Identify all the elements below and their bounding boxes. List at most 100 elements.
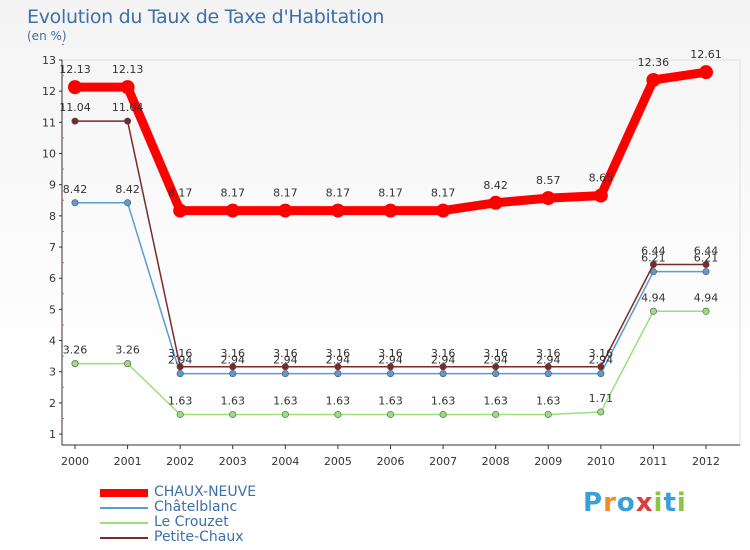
- y-tick-label: 9: [49, 179, 56, 192]
- y-tick-label: 3: [49, 366, 56, 379]
- data-point: [281, 363, 289, 371]
- data-point: [649, 261, 657, 269]
- data-point: [176, 410, 184, 418]
- data-label: 3.16: [536, 347, 561, 360]
- data-label: 6.21: [694, 252, 719, 265]
- data-point: [702, 307, 710, 315]
- data-label: 3.16: [589, 347, 614, 360]
- data-label: 2.94: [168, 354, 193, 367]
- x-tick-label: 2012: [692, 455, 720, 468]
- data-label: 2.94: [431, 354, 456, 367]
- data-point: [597, 363, 605, 371]
- data-label: 1.71: [589, 392, 614, 405]
- data-point: [68, 80, 82, 95]
- data-point: [176, 363, 184, 371]
- y-tick-label: 6: [49, 272, 56, 285]
- data-point: [439, 363, 447, 371]
- x-tick-label: 2008: [482, 455, 510, 468]
- data-point: [649, 307, 657, 315]
- chart-legend: CHAUX-NEUVE Châtelblanc Le Crouzet Petite-C…: [100, 485, 256, 545]
- data-label: 12.36: [638, 56, 670, 69]
- legend-item: Châtelblanc: [100, 500, 256, 515]
- data-label: 2.94: [326, 354, 351, 367]
- series-line: [75, 120, 706, 368]
- data-point: [71, 360, 79, 368]
- data-label: 1.63: [431, 394, 456, 407]
- data-point: [699, 65, 713, 80]
- logo-letter: x: [635, 488, 654, 518]
- data-point: [334, 370, 342, 378]
- data-point: [702, 261, 710, 269]
- data-point: [436, 203, 451, 218]
- data-label: 3.26: [63, 344, 88, 357]
- data-point: [383, 203, 398, 218]
- x-tick-label: 2003: [219, 455, 247, 468]
- data-label: 3.16: [168, 347, 193, 360]
- data-label: 6.21: [641, 252, 666, 265]
- x-tick-label: 2005: [324, 455, 352, 468]
- data-point: [439, 410, 447, 418]
- data-label: 2.94: [378, 354, 403, 367]
- data-point: [278, 203, 293, 218]
- legend-swatch: [100, 521, 148, 524]
- x-tick-label: 2001: [114, 455, 142, 468]
- data-label: 3.16: [483, 347, 508, 360]
- logo-letter: r: [603, 488, 617, 518]
- data-label: 8.42: [63, 183, 88, 196]
- data-label: 3.16: [378, 347, 403, 360]
- legend-label: CHAUX-NEUVE: [154, 484, 257, 500]
- legend-label: Petite-Chaux: [154, 529, 244, 545]
- logo-letter: P: [583, 488, 604, 518]
- y-tick-label: 11: [42, 116, 56, 129]
- data-label: 8.17: [221, 187, 246, 200]
- data-point: [176, 370, 184, 378]
- legend-swatch: [100, 536, 148, 539]
- data-point: [229, 410, 237, 418]
- data-point: [593, 188, 608, 203]
- x-tick-label: 2010: [587, 455, 615, 468]
- data-point: [541, 191, 556, 206]
- data-point: [71, 117, 79, 125]
- data-point: [173, 203, 188, 218]
- data-point: [439, 370, 447, 378]
- data-point: [120, 80, 135, 95]
- y-tick-label: 2: [49, 397, 56, 410]
- legend-item: Petite-Chaux: [100, 530, 256, 545]
- data-label: 2.94: [589, 354, 614, 367]
- data-label: 8.17: [168, 187, 193, 200]
- data-label: 12.61: [690, 48, 722, 61]
- data-point: [702, 268, 710, 276]
- data-label: 11.04: [59, 101, 91, 114]
- y-tick-label: 4: [49, 335, 56, 348]
- data-point: [386, 363, 394, 371]
- y-tick-label: 1: [49, 428, 56, 441]
- data-label: 6.44: [694, 245, 719, 258]
- data-label: 2.94: [483, 354, 508, 367]
- data-point: [124, 360, 132, 368]
- data-point: [334, 410, 342, 418]
- data-label: 1.63: [378, 394, 403, 407]
- y-tick-label: 7: [49, 241, 56, 254]
- data-point: [488, 195, 503, 210]
- data-point: [597, 370, 605, 378]
- data-label: 3.16: [221, 347, 246, 360]
- data-label: 8.42: [115, 183, 140, 196]
- data-label: 8.17: [273, 187, 298, 200]
- data-label: 8.17: [326, 187, 351, 200]
- data-point: [229, 363, 237, 371]
- x-tick-label: 2004: [271, 455, 299, 468]
- y-tick-label: 8: [49, 210, 56, 223]
- x-tick-label: 2000: [61, 455, 89, 468]
- proxiti-logo: Proxiti: [583, 488, 687, 518]
- data-label: 3.16: [431, 347, 456, 360]
- data-point: [124, 199, 132, 207]
- data-label: 1.63: [483, 394, 508, 407]
- legend-swatch: [100, 488, 148, 497]
- data-label: 8.42: [483, 179, 508, 192]
- data-point: [386, 370, 394, 378]
- logo-letter: i: [653, 488, 664, 518]
- data-point: [544, 363, 552, 371]
- data-point: [646, 72, 661, 87]
- data-label: 6.44: [641, 245, 666, 258]
- x-tick-label: 2007: [429, 455, 457, 468]
